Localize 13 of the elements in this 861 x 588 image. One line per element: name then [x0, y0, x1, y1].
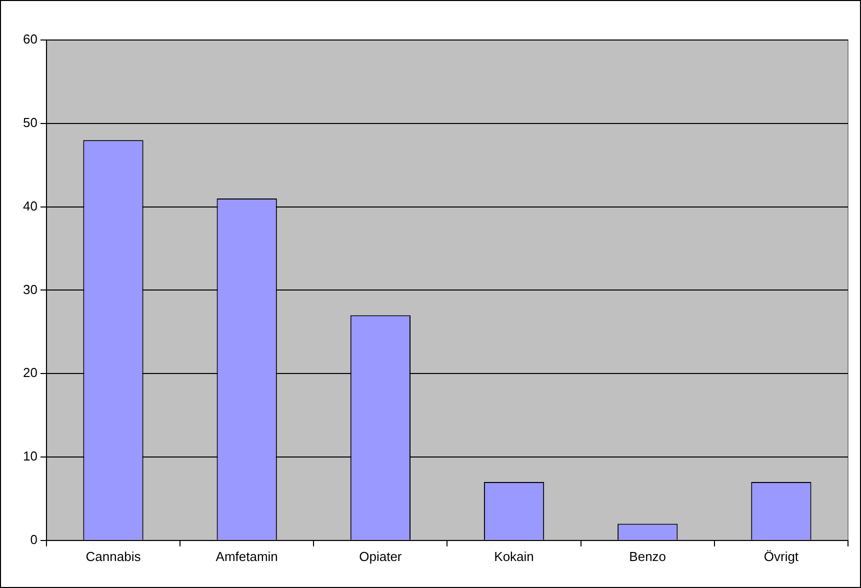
y-tick-label: 50	[22, 114, 38, 130]
x-tick-label: Cannabis	[86, 548, 142, 564]
x-tick-label: Benzo	[629, 548, 666, 564]
x-tick-label: Amfetamin	[216, 548, 278, 564]
y-tick-label: 30	[22, 282, 38, 297]
x-tick-label: Övrigt	[764, 548, 799, 564]
y-tick-label: 0	[30, 532, 38, 547]
y-tick-label: 10	[22, 448, 38, 464]
x-tick-label: Opiater	[359, 548, 402, 564]
y-tick-label: 40	[22, 198, 38, 214]
y-tick-label: 20	[22, 365, 38, 380]
y-tick-label: 60	[22, 32, 38, 47]
x-tick-label: Kokain	[494, 548, 534, 564]
